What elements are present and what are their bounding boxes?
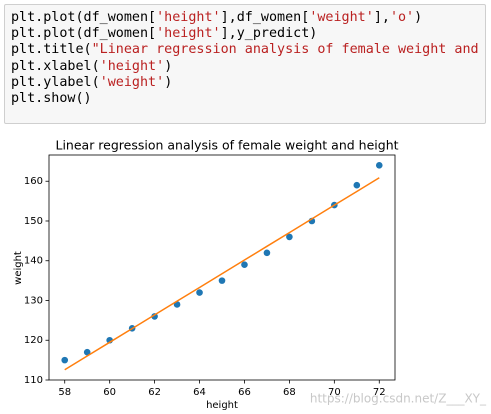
x-tick-label: 66: [238, 387, 251, 398]
code-line: plt.plot(df_women['height'],df_women['we…: [11, 10, 423, 25]
y-tick-label: 150: [24, 216, 43, 227]
point: [218, 277, 226, 284]
point: [375, 162, 383, 169]
code-line: plt.plot(df_women['height'],y_predict): [11, 26, 318, 42]
point: [241, 261, 248, 269]
code-line: plt.show(): [11, 91, 92, 107]
x-tick-label: 72: [373, 387, 386, 398]
x-tick-label: 60: [103, 387, 116, 398]
point: [353, 181, 361, 189]
y-tick-label: 140: [24, 256, 43, 267]
y-tick-label: 160: [24, 176, 43, 187]
point: [83, 348, 91, 356]
y-tick-label: 130: [24, 295, 43, 306]
x-tick-label: 64: [193, 387, 206, 398]
y-axis-label: weight: [13, 251, 24, 285]
point: [286, 233, 293, 241]
point: [61, 356, 69, 364]
x-tick-label: 58: [58, 387, 71, 398]
x-axis-label: height: [206, 400, 238, 411]
plot-frame: [48, 154, 396, 381]
code-cell[interactable]: plt.plot(df_women['height'],df_women['we…: [4, 4, 486, 124]
x-tick-label: 70: [328, 387, 341, 398]
point: [196, 289, 203, 296]
y-tick-label: 120: [24, 335, 43, 346]
code-line: plt.title("Linear regression analysis of…: [11, 42, 479, 58]
chart-title: Linear regression analysis of female wei…: [55, 138, 398, 153]
x-tick-label: 68: [283, 387, 296, 398]
code-line: plt.xlabel('height'): [11, 58, 173, 74]
watermark: https://blog.csdn.net/Z___XY_: [310, 392, 487, 406]
regression-line: [64, 177, 380, 371]
x-tick-label: 62: [148, 387, 161, 398]
y-tick-label: 110: [24, 375, 43, 386]
point: [263, 249, 271, 257]
code-line: plt.ylabel('weight'): [11, 74, 173, 90]
